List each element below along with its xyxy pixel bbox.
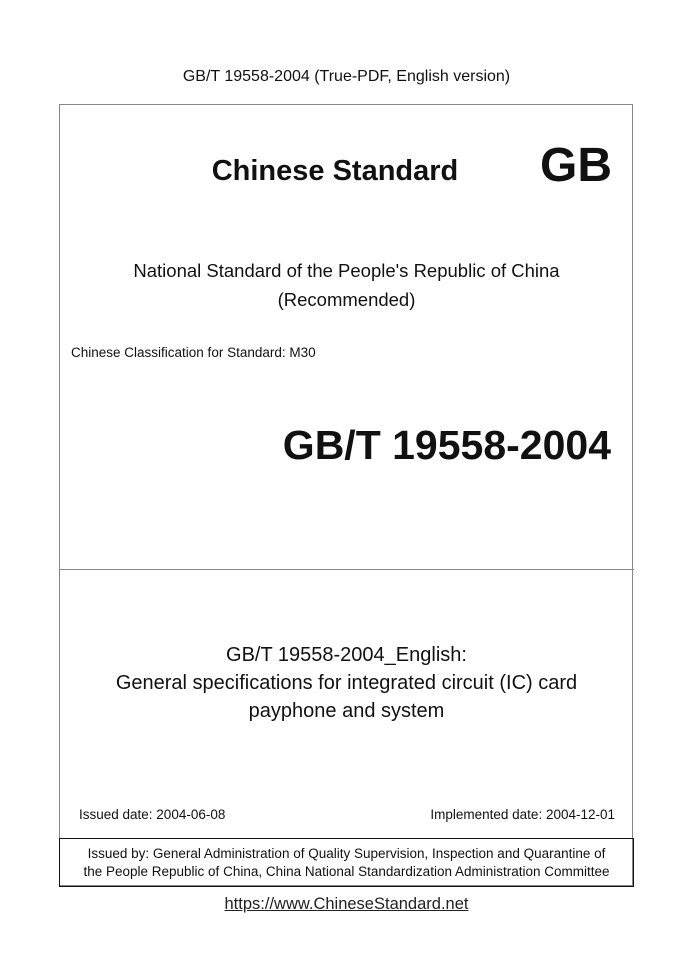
website-link[interactable]: https://www.ChineseStandard.net [224, 895, 469, 913]
title-line-2: General specifications for integrated ci… [115, 672, 578, 694]
implemented-date: Implemented date: 2004-12-01 [430, 807, 615, 822]
title-line-3: payphone and system [248, 700, 445, 722]
issuer-line-2: the People Republic of China, China Nati… [83, 864, 610, 879]
issued-date: Issued date: 2004-06-08 [79, 807, 226, 822]
issuer-box: Issued by: General Administration of Qua… [59, 838, 634, 887]
national-line-1: National Standard of the People's Republ… [133, 260, 560, 281]
footer: https://www.ChineseStandard.net [0, 895, 693, 914]
national-standard-label: National Standard of the People's Republ… [0, 256, 693, 314]
gb-mark: GB [540, 139, 612, 192]
standard-code: GB/T 19558-2004 [282, 422, 611, 468]
cover-frame [59, 104, 633, 886]
document-header: GB/T 19558-2004 (True-PDF, English versi… [182, 68, 511, 85]
national-line-2: (Recommended) [277, 289, 416, 310]
document-title: GB/T 19558-2004_English: General specifi… [0, 641, 693, 725]
title-line-1: GB/T 19558-2004_English: [226, 644, 467, 666]
classification: Chinese Classification for Standard: M30 [71, 345, 316, 360]
cover-heading: Chinese Standard [211, 155, 459, 187]
cover-divider [59, 569, 634, 570]
issuer-line-1: Issued by: General Administration of Qua… [87, 846, 606, 861]
